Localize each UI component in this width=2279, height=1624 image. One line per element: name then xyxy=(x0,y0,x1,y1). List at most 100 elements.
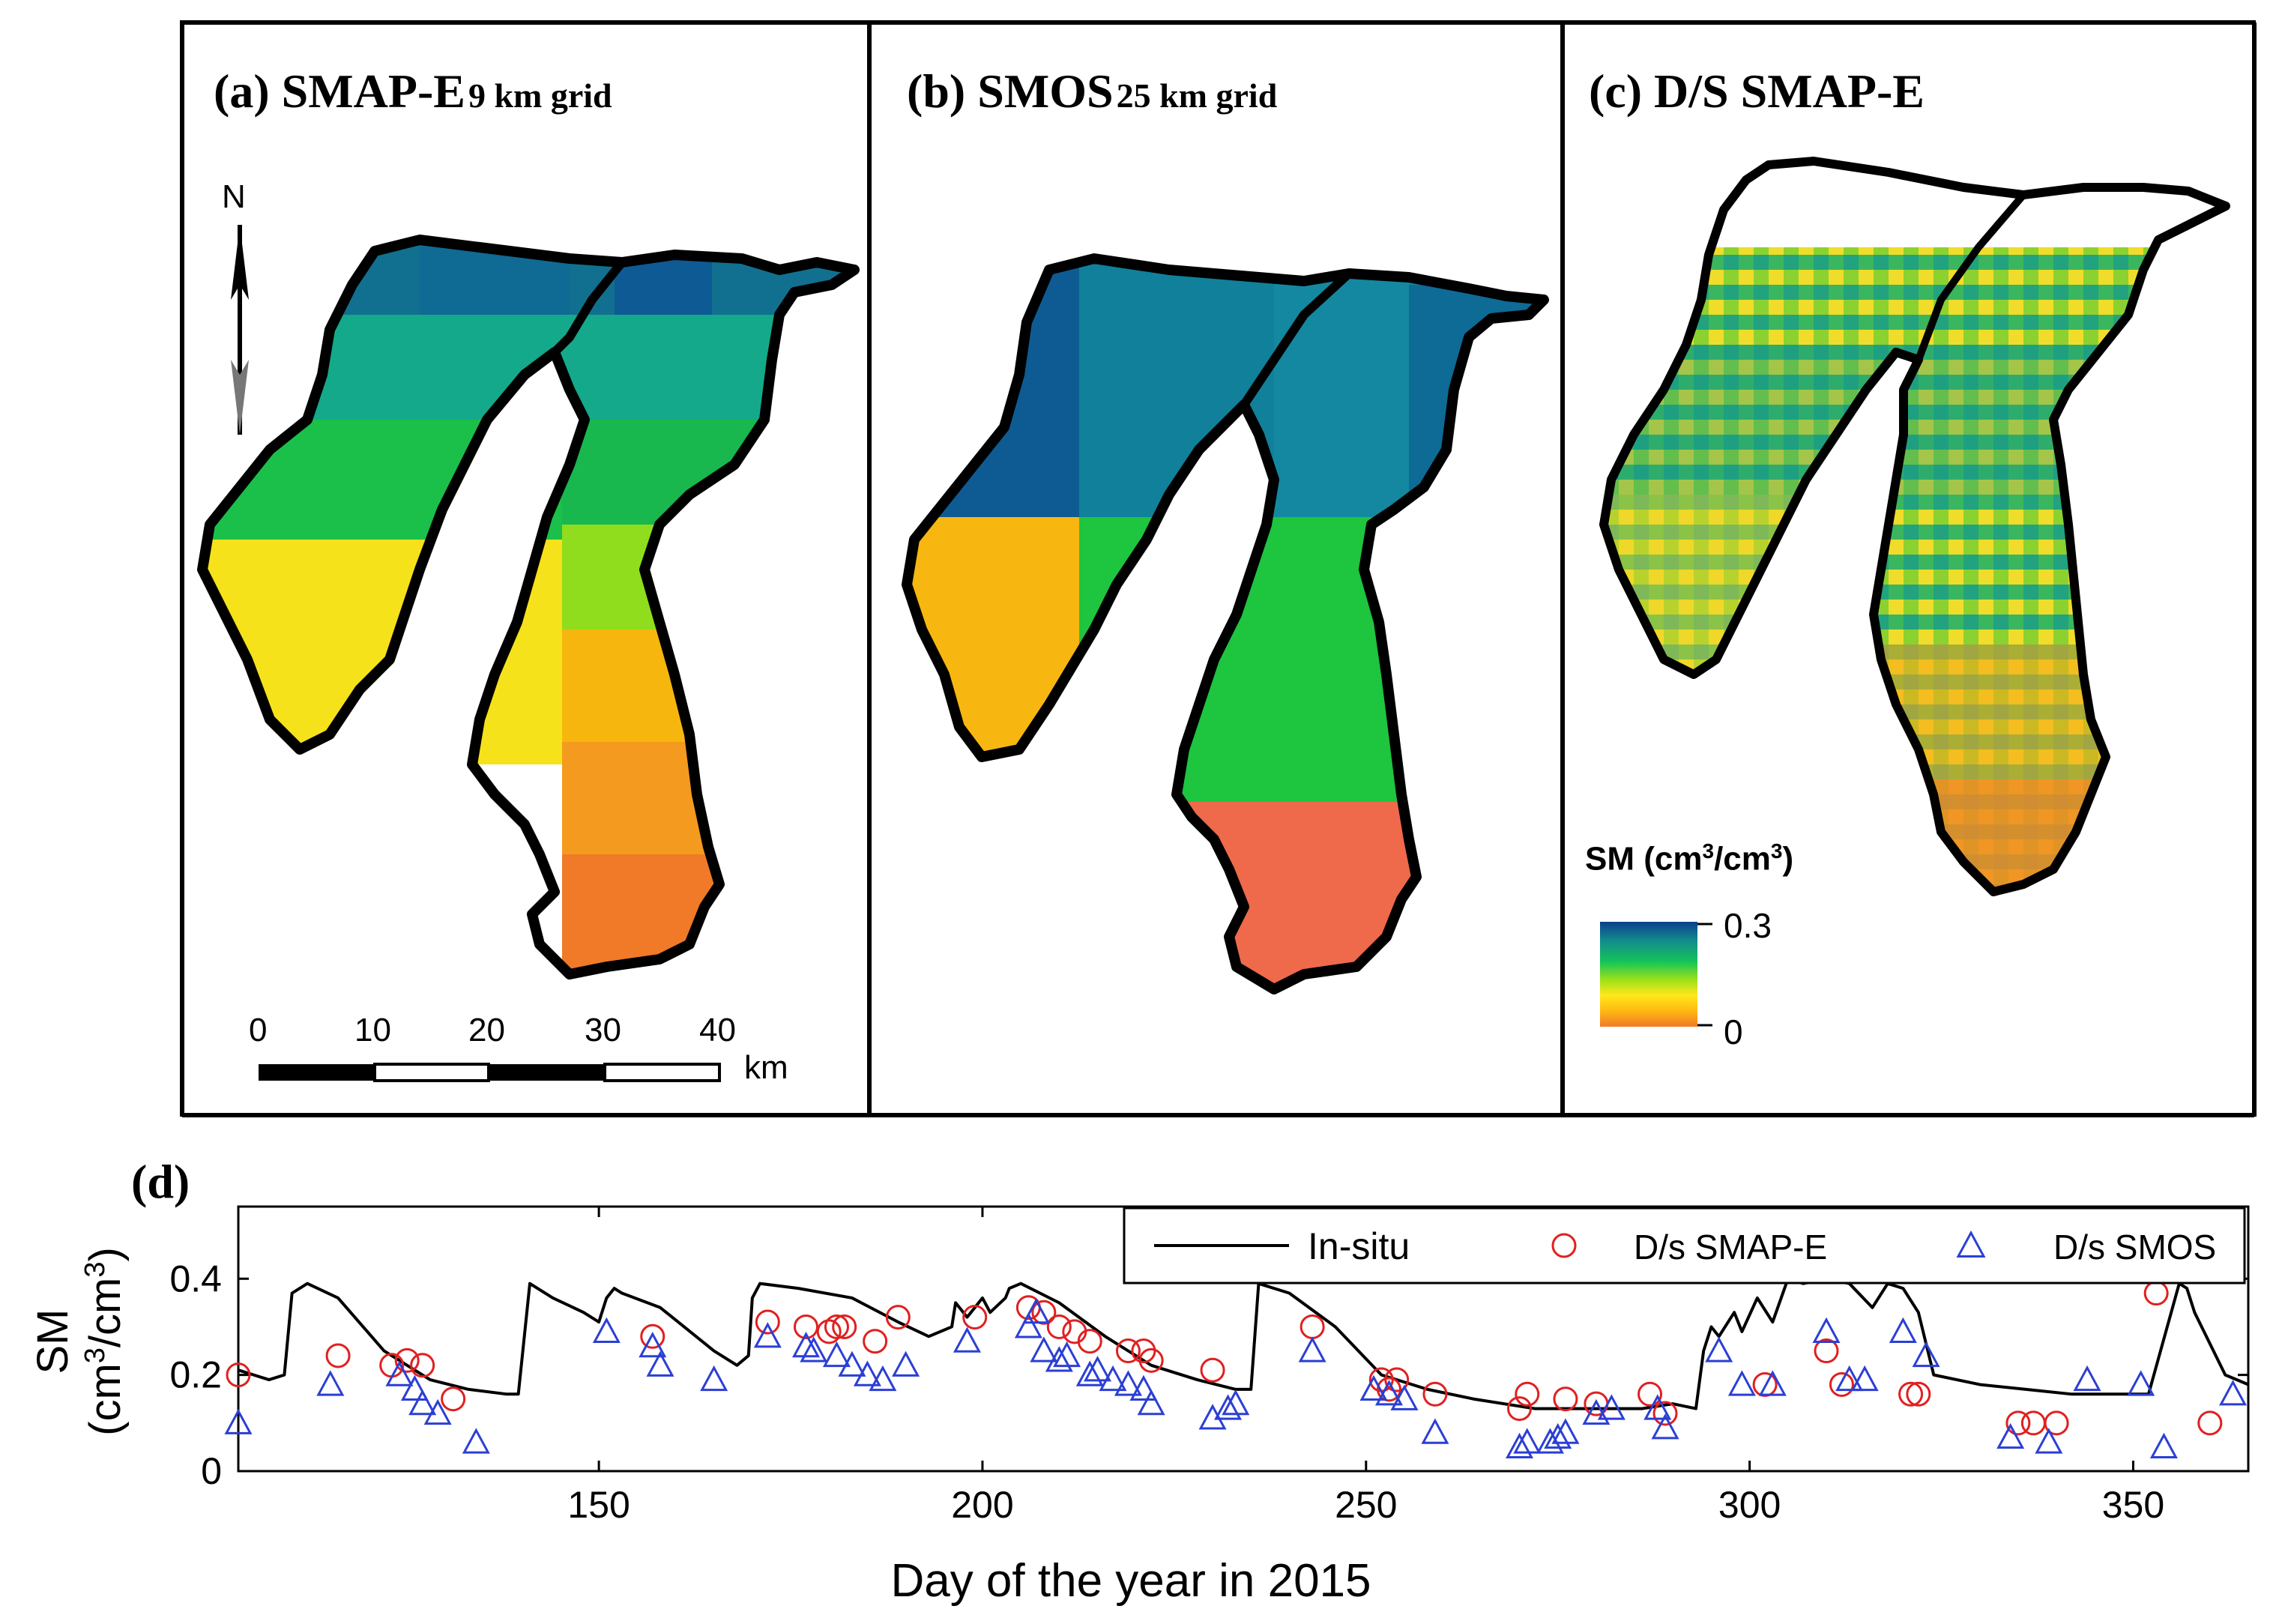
point-ds-smap-e xyxy=(441,1386,466,1412)
point-ds-smos xyxy=(1551,1418,1580,1444)
north-arrow-icon xyxy=(231,225,249,435)
legend-label-smos: D/s SMOS xyxy=(2053,1228,2216,1267)
point-ds-smap-e xyxy=(1031,1299,1057,1325)
point-ds-smap-e xyxy=(1384,1367,1410,1392)
y-axis-label: SM xyxy=(28,1309,77,1374)
point-ds-smos xyxy=(2073,1365,2101,1392)
catchment-outline-a xyxy=(197,235,860,979)
point-ds-smap-e xyxy=(832,1314,857,1339)
point-ds-smos xyxy=(1374,1380,1404,1406)
panel-b-title: (b) SMOS 25 km grid xyxy=(907,64,1277,119)
point-ds-smos xyxy=(1114,1370,1142,1396)
panel-d-label: (d) xyxy=(131,1154,190,1210)
x-tick-label: 150 xyxy=(567,1484,630,1526)
point-ds-smap-e xyxy=(1376,1377,1401,1402)
point-ds-smap-e xyxy=(394,1347,420,1373)
point-ds-smos xyxy=(2035,1428,2063,1454)
y-axis-unit-sup: 3 xyxy=(79,1261,111,1277)
point-ds-smos xyxy=(1198,1404,1227,1430)
legend-triangle-swatch xyxy=(1956,1230,1986,1258)
point-ds-smos xyxy=(1850,1365,1879,1392)
point-ds-smos xyxy=(869,1365,897,1392)
panel-a-title: (a) SMAP-E 9 km grid xyxy=(214,64,612,119)
point-ds-smos xyxy=(1912,1341,1940,1368)
point-ds-smos xyxy=(800,1336,828,1362)
point-ds-smos xyxy=(1359,1374,1388,1401)
point-ds-smos xyxy=(1075,1360,1104,1386)
point-ds-smos xyxy=(1099,1365,1127,1392)
y-tick-label: 0 xyxy=(201,1450,222,1492)
legend-label-smap-e: D/s SMAP-E xyxy=(1634,1228,1827,1267)
scale-unit: km xyxy=(744,1049,788,1086)
plot-frame xyxy=(237,1205,2250,1473)
point-ds-smos xyxy=(1045,1346,1073,1372)
panel-b-title-main: (b) SMOS xyxy=(907,64,1114,118)
point-ds-smap-e xyxy=(1015,1295,1041,1320)
point-ds-smap-e xyxy=(2044,1410,2069,1436)
point-ds-smap-e xyxy=(816,1319,842,1344)
panel-frames xyxy=(180,20,2257,1117)
point-ds-smap-e xyxy=(1138,1347,1164,1373)
colorbar-max-label: 0.3 xyxy=(1724,906,1772,945)
y-axis-unit-part: ) xyxy=(81,1247,130,1261)
colorbar-title: SM (cm3/cm3) xyxy=(1585,839,1793,878)
panel-a-title-main: (a) SMAP-E xyxy=(214,64,465,118)
colorbar-title-sup2: 3 xyxy=(1770,839,1783,863)
point-ds-smap-e xyxy=(2197,1410,2223,1436)
x-axis-label: Day of the year in 2015 xyxy=(890,1555,1371,1607)
point-ds-smos xyxy=(462,1428,490,1454)
legend-label-in-situ: In-situ xyxy=(1308,1225,1410,1267)
point-ds-smap-e xyxy=(2005,1410,2031,1436)
point-ds-smap-e xyxy=(1515,1381,1540,1407)
point-ds-smos xyxy=(1758,1370,1787,1396)
point-ds-smos xyxy=(822,1341,851,1368)
point-ds-smap-e xyxy=(1300,1314,1325,1339)
point-ds-smap-e xyxy=(2143,1281,2169,1306)
point-ds-smap-e xyxy=(1077,1329,1102,1354)
colorbar xyxy=(1600,922,1697,1027)
point-ds-smos xyxy=(1705,1336,1733,1362)
point-ds-smap-e xyxy=(1637,1381,1663,1407)
point-ds-smap-e xyxy=(1422,1381,1448,1407)
point-ds-smos xyxy=(2149,1432,2178,1459)
point-ds-smap-e xyxy=(226,1362,251,1388)
scale-tick-20: 20 xyxy=(468,1012,505,1048)
point-ds-smap-e xyxy=(1115,1338,1141,1364)
point-ds-smos xyxy=(423,1398,452,1425)
point-ds-smap-e xyxy=(325,1343,351,1368)
point-ds-smap-e xyxy=(755,1309,780,1335)
point-ds-smos xyxy=(700,1365,728,1392)
point-ds-smap-e xyxy=(1200,1357,1225,1383)
point-ds-smap-e xyxy=(1062,1319,1087,1344)
point-ds-smos xyxy=(1506,1432,1534,1459)
point-ds-smos xyxy=(892,1350,920,1377)
x-tick-label: 300 xyxy=(1718,1484,1781,1526)
scale-bar xyxy=(259,1063,721,1082)
y-axis-unit-part: /cm xyxy=(81,1278,130,1347)
colorbar-title-sup1: 3 xyxy=(1702,839,1715,863)
series-in-situ-line xyxy=(238,1277,2249,1410)
point-ds-smos xyxy=(1996,1422,2025,1449)
legend-box xyxy=(1123,1207,2246,1285)
colorbar-title-b: /cm xyxy=(1714,840,1771,878)
scale-tick-40: 40 xyxy=(699,1012,736,1048)
point-ds-smos xyxy=(1812,1317,1841,1343)
point-ds-smos xyxy=(1222,1389,1250,1416)
scale-tick-30: 30 xyxy=(585,1012,621,1048)
point-ds-smos xyxy=(1513,1428,1542,1454)
point-ds-smos xyxy=(400,1374,429,1401)
point-ds-smap-e xyxy=(962,1305,988,1330)
panel-c-title: (c) D/S SMAP-E xyxy=(1589,64,1925,119)
point-ds-smos xyxy=(1727,1370,1756,1396)
point-ds-smap-e xyxy=(1046,1314,1072,1339)
point-ds-smos xyxy=(2219,1380,2248,1406)
point-ds-smos xyxy=(1083,1356,1112,1382)
point-ds-smap-e xyxy=(885,1305,911,1330)
point-ds-smos xyxy=(646,1350,674,1377)
point-ds-smos xyxy=(1835,1365,1864,1392)
point-ds-smap-e xyxy=(794,1314,819,1339)
point-ds-smos xyxy=(592,1317,621,1343)
point-ds-smap-e xyxy=(640,1323,665,1349)
point-ds-smos xyxy=(791,1331,821,1358)
point-ds-smos xyxy=(316,1370,345,1396)
